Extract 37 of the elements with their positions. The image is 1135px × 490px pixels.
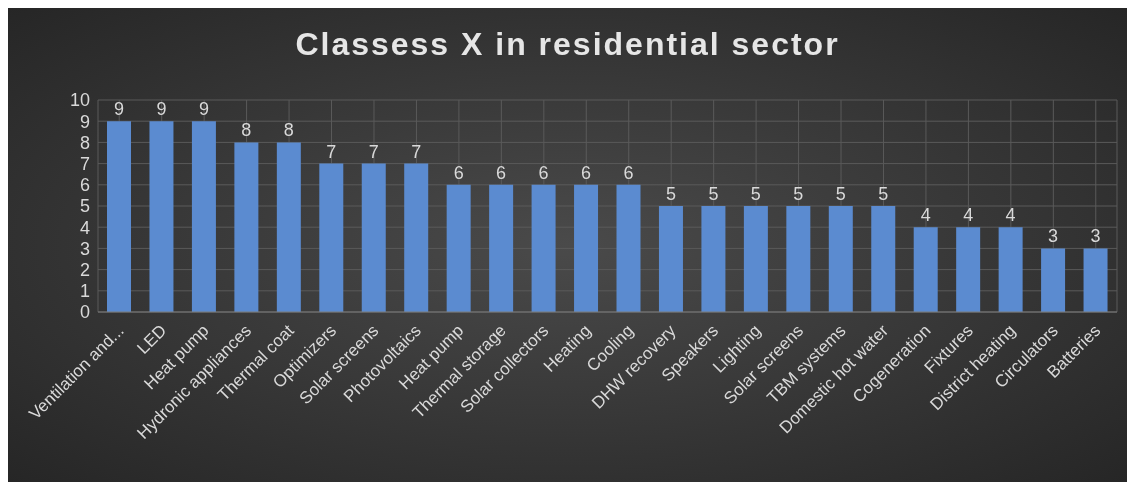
y-tick-label: 4: [79, 217, 90, 238]
y-tick-label: 9: [79, 111, 90, 132]
data-label: 5: [708, 184, 719, 204]
data-label: 4: [920, 205, 931, 226]
data-label: 6: [623, 162, 634, 183]
y-tick-label: 3: [79, 238, 90, 259]
x-tick-label: LED: [133, 321, 171, 358]
data-label: 9: [113, 99, 125, 120]
data-label: 3: [1090, 226, 1101, 247]
data-label: 7: [411, 141, 422, 162]
data-label: 8: [283, 120, 294, 141]
chart-title: Classess X in residential sector: [294, 25, 841, 62]
data-label: 6: [496, 162, 507, 183]
y-tick-label: 2: [79, 259, 90, 280]
data-label: 5: [835, 184, 846, 204]
data-label: 5: [793, 184, 804, 204]
data-label: 4: [963, 205, 974, 226]
data-label: 7: [368, 141, 379, 162]
data-label: 5: [750, 184, 761, 204]
data-label: 9: [198, 99, 209, 120]
y-tick-label: 7: [79, 153, 90, 174]
data-label: 5: [665, 184, 676, 204]
data-label: 6: [538, 162, 549, 183]
data-label: 6: [453, 162, 464, 183]
y-tick-label: 8: [79, 132, 90, 153]
data-label: 8: [241, 120, 252, 141]
data-label: 5: [878, 184, 889, 204]
data-label: 6: [581, 162, 592, 183]
y-tick-label: 0: [79, 302, 90, 323]
y-tick-label: 10: [69, 90, 90, 111]
y-tick-label: 5: [79, 196, 90, 217]
data-label: 7: [326, 141, 337, 162]
y-tick-label: 1: [79, 281, 90, 302]
data-label: 3: [1048, 226, 1059, 247]
data-label: 4: [1005, 205, 1016, 226]
y-tick-label: 6: [79, 175, 90, 196]
data-label: 9: [156, 99, 167, 120]
